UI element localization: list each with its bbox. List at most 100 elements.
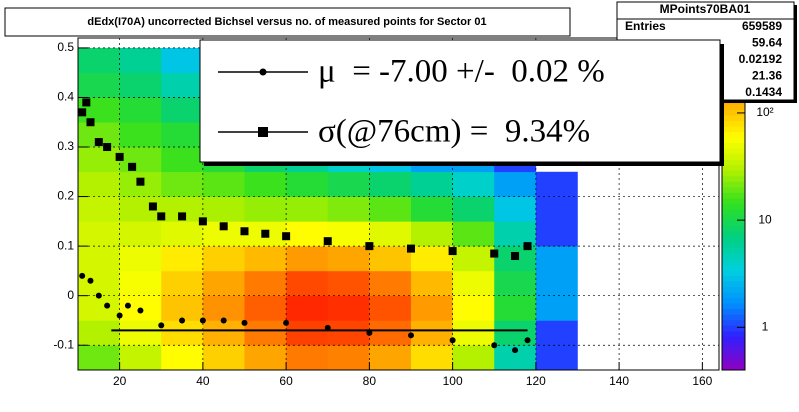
point (87, 277, 94, 284)
point (366, 329, 373, 336)
heat-cell (369, 221, 412, 247)
y-tick-label: 0.4 (57, 90, 74, 104)
y-tick-label: 0.1 (57, 238, 74, 252)
palette-swatch (722, 298, 745, 305)
heat-cell (119, 221, 162, 247)
palette-swatch (722, 253, 745, 260)
x-tick-label: 60 (279, 374, 293, 388)
point (158, 322, 165, 329)
point (261, 229, 270, 238)
palette-swatch (722, 143, 745, 150)
point (449, 337, 456, 344)
heat-cell (161, 246, 204, 272)
point (178, 212, 187, 221)
legend-marker (259, 68, 267, 76)
heat-cell (161, 171, 204, 197)
heat-cell (202, 246, 245, 272)
heat-cell (327, 270, 370, 296)
heat-cell (119, 270, 162, 296)
heat-cell (327, 345, 370, 371)
chart-title: dEdx(I70A) uncorrected Bichsel versus no… (87, 16, 486, 28)
heat-cell (119, 97, 162, 123)
legend-label: σ(@76cm) = 9.34% (318, 114, 590, 150)
palette-swatch (722, 231, 745, 238)
palette-swatch (722, 342, 745, 349)
palette-swatch (722, 281, 745, 288)
heat-cell (494, 295, 537, 321)
heat-cell (494, 171, 537, 197)
heat-cell (410, 345, 453, 371)
heat-cell (452, 345, 495, 371)
heat-cell (327, 320, 370, 346)
heat-cell (286, 295, 329, 321)
heat-cell (244, 295, 287, 321)
palette-swatch (722, 336, 745, 343)
heat-cell (78, 47, 120, 73)
palette-swatch (722, 358, 745, 365)
heat-cell (369, 196, 412, 222)
palette-swatch (722, 170, 745, 177)
heat-cell (535, 196, 578, 222)
point (94, 138, 103, 147)
point (136, 177, 145, 186)
stats-value: 659589 (742, 19, 782, 33)
palette-swatch (722, 159, 745, 166)
heat-cell (202, 320, 245, 346)
point (148, 202, 157, 211)
stats-label: Entries (625, 19, 666, 33)
heat-cell (78, 295, 120, 321)
heat-cell (535, 320, 578, 346)
y-tick-label: 0.2 (57, 189, 74, 203)
palette-swatch (722, 137, 745, 144)
heat-cell (78, 147, 120, 173)
x-tick-label: 140 (609, 374, 629, 388)
x-tick-label: 160 (692, 374, 712, 388)
heat-cell (119, 147, 162, 173)
heat-cell (161, 270, 204, 296)
heat-cell (161, 47, 204, 73)
point (490, 249, 499, 258)
stats-value: 0.02192 (739, 52, 783, 66)
palette-swatch (722, 209, 745, 216)
heat-cell (535, 295, 578, 321)
heat-cell (78, 320, 120, 346)
point (283, 319, 290, 326)
z-tick-label: 10 (758, 212, 772, 226)
point (282, 232, 291, 241)
heat-cell (202, 345, 245, 371)
palette-swatch (722, 154, 745, 161)
z-tick-label: 10² (756, 105, 773, 119)
x-tick-label: 120 (526, 374, 546, 388)
palette-swatch (722, 104, 745, 111)
heat-cell (410, 320, 453, 346)
y-tick-label: 0.5 (57, 40, 74, 54)
heat-cell (369, 246, 412, 272)
point (95, 292, 102, 299)
heat-cell (244, 270, 287, 296)
palette-swatch (722, 320, 745, 327)
heat-cell (286, 246, 329, 272)
y-tick-label: -0.1 (53, 337, 74, 351)
point (324, 324, 331, 331)
heat-cell (369, 270, 412, 296)
heat-cell (327, 196, 370, 222)
palette-swatch (722, 264, 745, 271)
point (115, 152, 124, 161)
title-box (4, 7, 571, 37)
heat-cell (202, 171, 245, 197)
point (407, 332, 414, 339)
point (406, 244, 415, 253)
stats-value: 21.36 (752, 69, 782, 83)
palette-swatch (722, 314, 745, 321)
point (179, 317, 186, 324)
x-tick-label: 40 (196, 374, 210, 388)
palette-swatch (722, 331, 745, 338)
palette-swatch (722, 148, 745, 155)
palette-swatch (722, 325, 745, 332)
heat-cell (327, 295, 370, 321)
heat-cell (78, 345, 120, 371)
stats-value: 0.1434 (745, 85, 782, 99)
point (124, 302, 131, 309)
palette-swatch (722, 242, 745, 249)
